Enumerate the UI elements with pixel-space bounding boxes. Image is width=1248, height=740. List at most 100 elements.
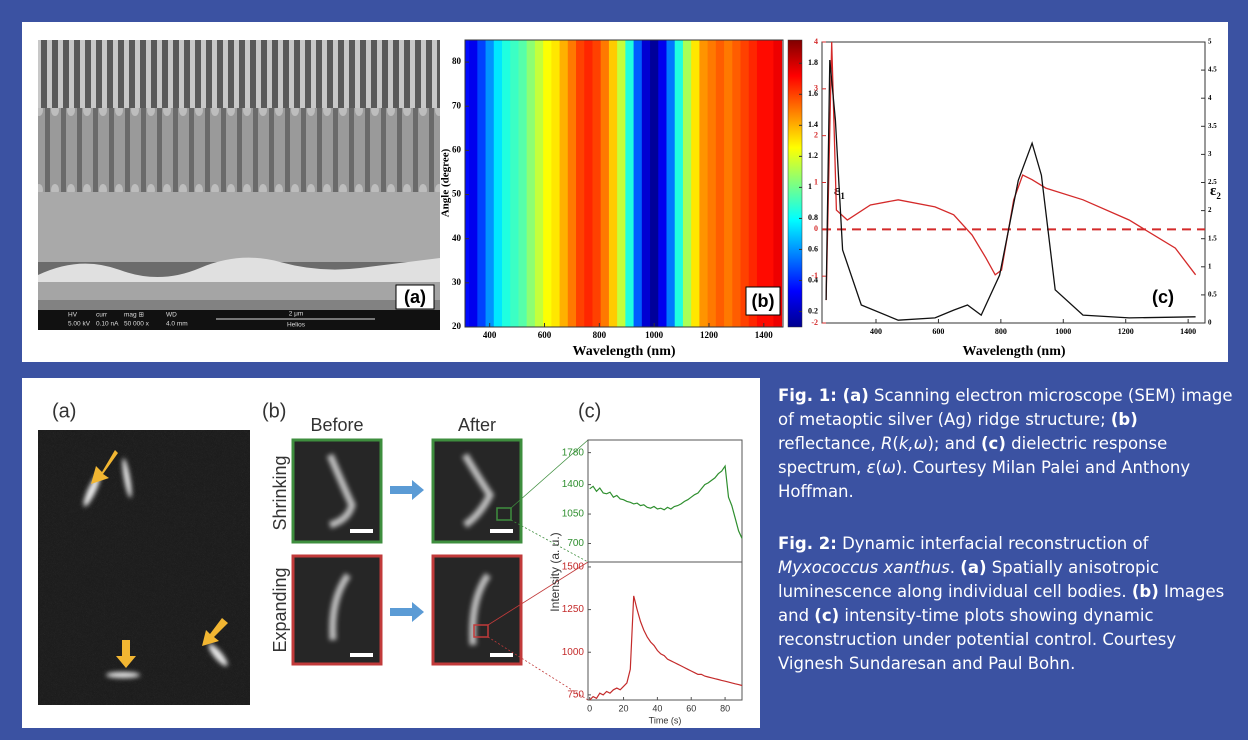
caption-run: ); and — [927, 434, 982, 453]
x-axis-label: Wavelength (nm) — [962, 344, 1065, 359]
heatmap-cell — [682, 40, 692, 327]
x-tick-label: 600 — [538, 330, 552, 340]
x-tick-label: 400 — [483, 330, 497, 340]
x-tick-label: 1200 — [700, 330, 719, 340]
y-tick-label: 750 — [567, 690, 584, 701]
y2-tick-label: 0 — [1208, 319, 1212, 327]
y2-axis-label: ε2 — [1210, 183, 1221, 201]
x-tick-label: 1000 — [645, 330, 664, 340]
heatmap-cell — [756, 40, 766, 327]
y-tick-label: 70 — [452, 100, 462, 110]
y-tick-label: 0 — [814, 224, 818, 233]
micrograph-grid — [291, 438, 589, 701]
x-tick-label: 600 — [932, 327, 944, 336]
heatmap-cell — [543, 40, 552, 327]
y-tick-label: -1 — [811, 271, 818, 280]
heatmap-cell — [551, 40, 561, 327]
heatmap-cell — [477, 40, 487, 327]
colorbar — [787, 39, 803, 328]
y2-tick-label: 5 — [1208, 38, 1212, 46]
colorbar-tick-label: 0.8 — [808, 213, 818, 222]
row-label: Shrinking — [270, 455, 290, 530]
caption-run: Fig. 2: — [778, 534, 837, 553]
x-tick-label: 60 — [686, 703, 696, 713]
heatmap-cell — [510, 40, 519, 327]
plot-frame — [587, 561, 743, 701]
y-tick-label: 50 — [452, 189, 462, 199]
heatmap-cell — [584, 40, 593, 327]
y-tick-label: 4 — [814, 37, 818, 46]
y-tick-label: 1050 — [562, 509, 585, 520]
heatmap-cell — [699, 40, 709, 327]
caption: Fig. 2: Dynamic interfacial reconstructi… — [778, 532, 1240, 676]
x-tick-label: 20 — [619, 703, 629, 713]
y2-axis-symbol: ε — [1210, 183, 1217, 199]
heatmap-cell — [559, 40, 569, 327]
y-tick-label: 3 — [814, 84, 818, 93]
info-value: 5.00 kV — [68, 321, 91, 328]
caption-run: (c) — [981, 434, 1006, 453]
y-tick-label: -2 — [811, 318, 818, 327]
heatmap-cell — [707, 40, 717, 327]
x-tick-label: 0 — [587, 703, 592, 713]
heatmap-cell — [765, 40, 774, 327]
y-axis-label: Angle (degree) — [440, 148, 452, 217]
y-tick-label: 700 — [567, 538, 584, 549]
y-tick-label: 2 — [814, 130, 818, 139]
row-label: Expanding — [270, 567, 290, 652]
y-tick-label: 40 — [452, 233, 462, 243]
panel-label: (c) — [578, 400, 601, 422]
heatmap-cell — [518, 40, 528, 327]
caption-run: Spatially anisotropic luminescence along… — [778, 558, 1160, 601]
x-axis-label: Wavelength (nm) — [572, 344, 675, 359]
caption-run: Scanning electron microscope (SEM) image… — [778, 386, 1233, 429]
y2-tick-label: 0.5 — [1208, 291, 1217, 299]
heatmap-cell — [493, 40, 503, 327]
heatmap-cell — [576, 40, 585, 327]
y-tick-label: 60 — [452, 144, 462, 154]
colorbar-tick-label: 0.2 — [808, 306, 818, 315]
caption-run: Myxococcus xanthus — [778, 558, 950, 577]
heatmap-cell — [674, 40, 684, 327]
heatmap-cell — [748, 40, 758, 327]
scale-label: 2 μm — [289, 311, 304, 318]
y-tick-label: 1400 — [562, 479, 585, 490]
spectrum-line — [825, 41, 1197, 301]
x-tick-label: 400 — [870, 327, 882, 336]
y2-tick-label: 1.5 — [1208, 234, 1217, 242]
colorbar-tick-label: 1 — [808, 182, 812, 191]
y-tick-label: 1500 — [562, 562, 585, 573]
instrument: Helios — [287, 322, 306, 329]
panel-label: (c) — [1152, 287, 1174, 307]
intensity-trace — [589, 595, 743, 701]
caption-run: ( — [875, 458, 882, 477]
heatmap-cell — [715, 40, 725, 327]
caption-run: (b) — [1131, 582, 1159, 601]
heatmap-cell — [526, 40, 536, 327]
heatmap-cell — [691, 40, 700, 327]
colorbar-tick-label: 1.8 — [808, 58, 818, 67]
y2-tick-label: 2 — [1208, 206, 1212, 214]
y-axis-subscript: 1 — [840, 191, 845, 201]
heatmap-cell — [650, 40, 659, 327]
colorbar-tick-label: 1.2 — [808, 151, 818, 160]
colorbar-tick-label: 1.6 — [808, 89, 818, 98]
caption: Fig. 1: (a) Scanning electron microscope… — [778, 384, 1240, 504]
x-tick-label: 1200 — [1118, 327, 1134, 336]
x-tick-label: 800 — [593, 330, 607, 340]
panel-label: (a) — [404, 287, 426, 307]
y2-tick-label: 1 — [1208, 262, 1212, 270]
heatmap-cell — [617, 40, 626, 327]
plot-frame — [464, 39, 784, 328]
heatmap-cell — [502, 40, 511, 327]
heatmap-cell — [592, 40, 602, 327]
x-axis-label: Time (s) — [649, 715, 682, 725]
column-label: Before — [310, 415, 363, 435]
heatmap-cell — [773, 40, 783, 327]
heatmap — [465, 40, 783, 327]
x-tick-label: 1000 — [1055, 327, 1071, 336]
x-tick-label: 80 — [720, 703, 730, 713]
heatmap-cell — [567, 40, 577, 327]
info-label: HV — [68, 312, 78, 319]
